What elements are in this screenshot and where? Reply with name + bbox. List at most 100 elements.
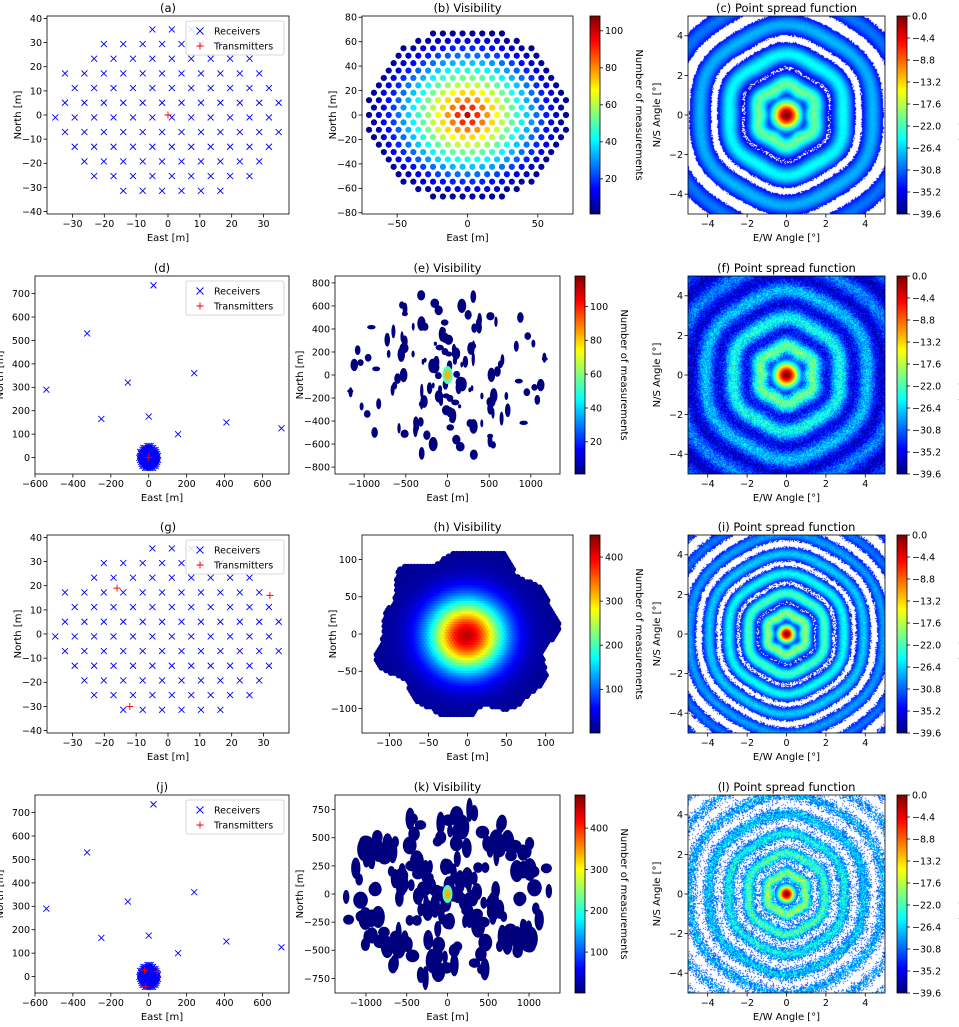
uv-point [390, 119, 397, 126]
uv-point [354, 345, 361, 356]
receiver-point [226, 172, 234, 180]
legend: Receivers Transmitters [185, 280, 285, 316]
uv-point [498, 30, 506, 37]
uv-point [528, 148, 535, 156]
receiver-point [255, 70, 263, 77]
colorbar-tick-label: −17.6 [912, 878, 941, 889]
receiver-point [100, 99, 108, 107]
uv-point [470, 385, 474, 392]
receiver-point [90, 633, 98, 640]
axes-frame [46, 15, 290, 215]
uv-point [498, 163, 506, 170]
y-tick-label: 100 [12, 430, 30, 441]
uv-point [434, 305, 443, 316]
x-tick-label: 1000 [519, 479, 543, 490]
receiver-point [90, 55, 98, 63]
uv-point [444, 67, 451, 74]
receiver-point [187, 172, 195, 180]
uv-point [538, 104, 545, 111]
colorbar [589, 534, 601, 734]
receiver-point [207, 603, 214, 611]
transmitter-point [196, 561, 204, 569]
y-axis-label: North [m] [328, 91, 339, 140]
uv-point [493, 126, 501, 133]
receiver-point [81, 158, 88, 165]
x-tick-label: 4 [862, 479, 868, 490]
uv-point [439, 45, 446, 52]
x-tick-label: 0 [165, 738, 171, 749]
receiver-point [187, 84, 195, 92]
transmitter-point [113, 584, 121, 592]
chart-title: (k) Visibility [414, 780, 482, 794]
receiver-point [119, 706, 127, 714]
colorbar-tick-label: 100 [590, 947, 608, 958]
uv-point [504, 392, 509, 401]
uv-point [444, 111, 451, 119]
y-tick-label: 50 [345, 592, 357, 603]
receiver-point [196, 287, 204, 295]
y-tick-label: 4 [677, 550, 683, 561]
uv-point [410, 45, 417, 52]
uv-point [452, 434, 461, 445]
uv-point [459, 178, 466, 185]
uv-point [365, 111, 373, 119]
x-tick-label: 0 [464, 219, 470, 230]
uv-point [434, 921, 442, 938]
receiver-point [158, 677, 166, 684]
uv-point [484, 185, 491, 193]
uv-point [385, 141, 392, 148]
y-tick-label: 100 [339, 555, 357, 566]
y-tick-label: −20 [22, 678, 42, 689]
uv-point [459, 148, 466, 156]
uv-point [480, 896, 488, 909]
uv-point [528, 60, 535, 67]
receiver-point [187, 633, 195, 640]
uv-point [533, 82, 540, 89]
uv-point [503, 97, 510, 104]
uv-point [484, 111, 491, 119]
receiver-point [129, 55, 137, 63]
colorbar-tick-label: −8.8 [912, 315, 935, 326]
receiver-point [158, 128, 166, 136]
uv-point [400, 178, 407, 185]
uv-point [415, 185, 422, 193]
uv-point [415, 82, 422, 89]
colorbar-tick-label: −4.4 [912, 552, 935, 563]
receiver-point [236, 589, 244, 596]
uv-point [464, 185, 471, 193]
y-tick-label: 0 [351, 110, 357, 121]
chart-c: −4 −2 0 2 4 −4 −2 0 2 4 (c) Point spread function E… [652, 1, 959, 244]
uv-point [390, 134, 397, 141]
uv-point [405, 52, 412, 59]
uv-point [440, 319, 449, 326]
uv-point [531, 339, 536, 348]
receiver-point [278, 943, 285, 951]
uv-point [514, 840, 522, 851]
uv-point [468, 387, 472, 393]
receiver-point [187, 574, 195, 582]
receiver-point [187, 55, 195, 63]
uv-point [481, 862, 490, 873]
uv-point [538, 119, 545, 126]
x-tick-label: 500 [480, 479, 498, 490]
x-tick-label: −600 [22, 998, 48, 1009]
y-tick-label: 40 [30, 14, 42, 25]
uv-point [493, 111, 501, 119]
x-tick-label: −10 [126, 738, 146, 749]
uv-point [353, 891, 368, 909]
y-axis-label: North [m] [13, 91, 24, 140]
y-tick-label: 0 [677, 110, 683, 121]
receiver-point [226, 143, 234, 151]
uv-point [533, 52, 540, 59]
y-axis-label: North [m] [0, 870, 6, 919]
x-tick-label: 30 [257, 219, 269, 230]
uv-point [429, 193, 437, 200]
colorbar-tick-label: 0.0 [912, 790, 927, 801]
x-tick-label: 4 [862, 219, 868, 230]
legend-label: Receivers [214, 806, 260, 817]
uv-point [470, 871, 478, 886]
uv-point [469, 163, 476, 170]
uv-point [474, 37, 481, 45]
uv-point [474, 82, 481, 89]
uv-point [479, 45, 486, 52]
